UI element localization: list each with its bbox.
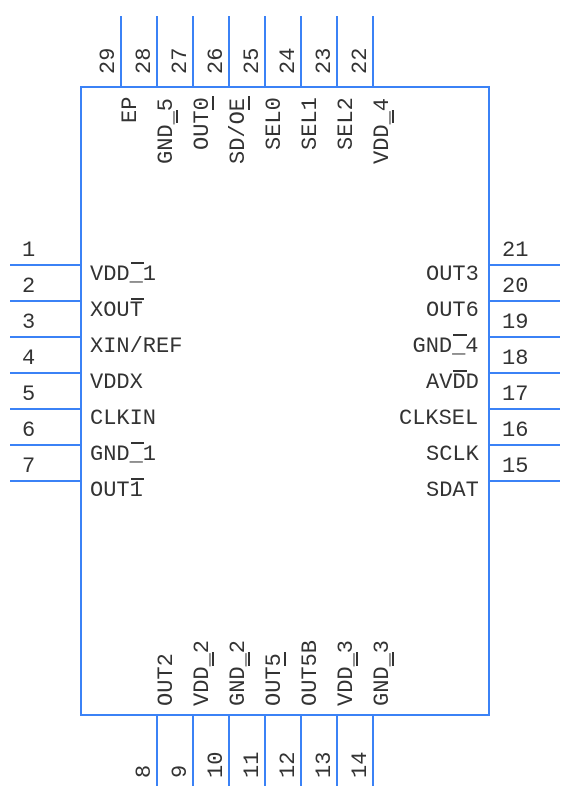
- pin-number: 21: [502, 238, 528, 263]
- pin-label: VDD_1: [90, 262, 156, 287]
- pin-stub: [490, 372, 560, 374]
- pin-label: VDD_4: [370, 97, 395, 163]
- pin-label: OUT3: [426, 262, 479, 287]
- overline: [392, 110, 394, 124]
- pin-label: OUT5B: [298, 640, 323, 706]
- pin-stub: [10, 336, 80, 338]
- overline: [392, 652, 394, 666]
- pin-number: 17: [502, 382, 528, 407]
- pin-label: CLKIN: [90, 406, 156, 431]
- pin-label: XIN/REF: [90, 334, 182, 359]
- pin-label: OUT1: [90, 478, 143, 503]
- pin-number: 27: [168, 48, 193, 74]
- pin-stub: [490, 480, 560, 482]
- overline: [131, 442, 145, 444]
- pin-stub: [10, 480, 80, 482]
- pin-number: 9: [168, 765, 193, 778]
- pin-number: 20: [502, 274, 528, 299]
- pin-number: 8: [132, 765, 157, 778]
- pin-stub: [490, 408, 560, 410]
- pin-number: 4: [22, 346, 35, 371]
- overline: [248, 96, 250, 110]
- pin-label: EP: [118, 97, 143, 123]
- pin-stub: [490, 444, 560, 446]
- pin-label: GND_5: [154, 97, 179, 163]
- pin-stub: [490, 336, 560, 338]
- overline: [453, 334, 467, 336]
- pin-number: 13: [312, 752, 337, 778]
- overline: [131, 478, 145, 480]
- pin-label: OUT6: [426, 298, 479, 323]
- overline: [131, 262, 145, 264]
- pin-number: 16: [502, 418, 528, 443]
- pin-label: GND_1: [90, 442, 156, 467]
- pin-stub: [10, 372, 80, 374]
- pin-number: 28: [132, 48, 157, 74]
- pin-label: VDD_3: [334, 640, 359, 706]
- chip-body: [80, 86, 490, 716]
- pin-label: SDAT: [426, 478, 479, 503]
- pin-number: 6: [22, 418, 35, 443]
- pin-stub: [490, 264, 560, 266]
- overline: [212, 652, 214, 666]
- pin-number: 26: [204, 48, 229, 74]
- overline: [131, 298, 145, 300]
- pin-number: 18: [502, 346, 528, 371]
- pin-number: 25: [240, 48, 265, 74]
- pin-stub: [10, 444, 80, 446]
- pin-number: 24: [276, 48, 301, 74]
- pin-stub: [10, 408, 80, 410]
- pin-number: 22: [348, 48, 373, 74]
- pin-label: GND_3: [370, 640, 395, 706]
- pin-number: 12: [276, 752, 301, 778]
- overline: [356, 652, 358, 666]
- overline: [284, 652, 286, 666]
- pin-number: 2: [22, 274, 35, 299]
- pin-stub: [10, 300, 80, 302]
- pin-label: SEL2: [334, 97, 359, 150]
- pin-label: SCLK: [426, 442, 479, 467]
- pin-stub: [490, 300, 560, 302]
- overline: [176, 110, 178, 124]
- pin-label: SEL1: [298, 97, 323, 150]
- pin-number: 5: [22, 382, 35, 407]
- pin-number: 19: [502, 310, 528, 335]
- pin-label: GND_4: [413, 334, 479, 359]
- overline: [248, 652, 250, 666]
- pin-number: 10: [204, 752, 229, 778]
- pin-number: 11: [240, 752, 265, 778]
- pin-label: OUT2: [154, 653, 179, 706]
- pin-label: SEL0: [262, 97, 287, 150]
- overline: [453, 370, 467, 372]
- pin-stub: [10, 264, 80, 266]
- pin-number: 7: [22, 454, 35, 479]
- pin-label: AVDD: [426, 370, 479, 395]
- pin-label: VDD_2: [190, 640, 215, 706]
- pin-label: XOUT: [90, 298, 143, 323]
- overline: [212, 96, 214, 110]
- pin-number: 14: [348, 752, 373, 778]
- pin-label: VDDX: [90, 370, 143, 395]
- pin-label: GND_2: [226, 640, 251, 706]
- pin-number: 15: [502, 454, 528, 479]
- pin-number: 23: [312, 48, 337, 74]
- pin-number: 1: [22, 238, 35, 263]
- pin-number: 29: [96, 48, 121, 74]
- pin-number: 3: [22, 310, 35, 335]
- pin-label: CLKSEL: [399, 406, 478, 431]
